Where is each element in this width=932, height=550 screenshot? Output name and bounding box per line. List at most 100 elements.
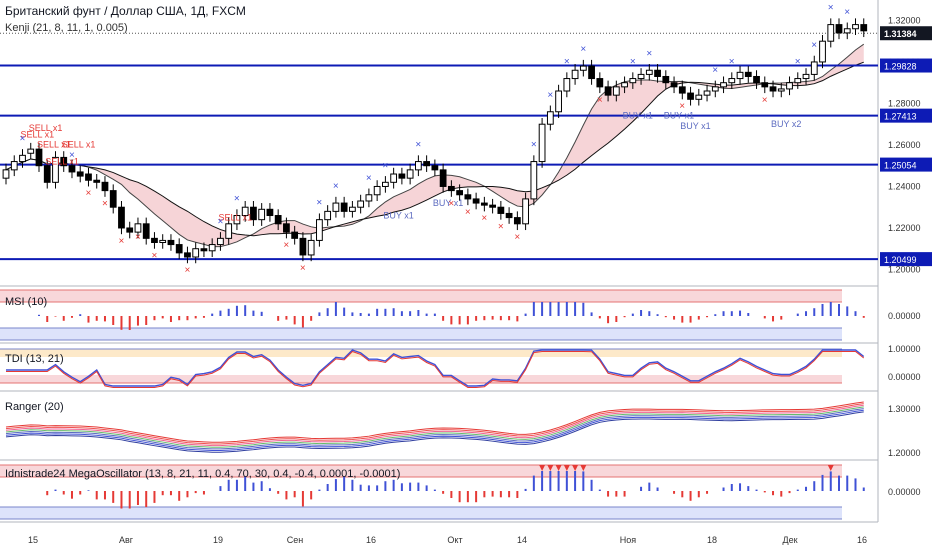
candle-body [27, 148, 35, 154]
buy-cross-marker: × [564, 57, 570, 68]
candle-body [629, 78, 637, 84]
candle-body [761, 82, 769, 88]
mega-sell-triangle [555, 465, 562, 471]
signal-label: BUY x1 [383, 210, 413, 220]
candle-body [151, 237, 158, 243]
buy-cross-marker: × [382, 160, 388, 171]
signal-label: SELL x1 [29, 123, 63, 133]
x-tick-label: 18 [707, 535, 717, 545]
ranger-line [5, 408, 864, 450]
sell-cross-marker: × [135, 232, 141, 243]
candle-body [819, 40, 826, 63]
mega-panel-label: Idnistrade24 MegaOscillator (13, 8, 21, … [5, 468, 401, 480]
candle-body [571, 69, 579, 80]
sell-cross-marker: × [679, 101, 685, 112]
candle-body [349, 206, 356, 212]
sell-cross-marker: × [498, 221, 504, 232]
x-tick-label: Дек [782, 535, 797, 545]
ranger-line [5, 406, 864, 448]
candle-body [464, 194, 472, 200]
sell-cross-marker: × [118, 236, 124, 247]
msi-lower-band [0, 328, 842, 340]
candle-body [423, 161, 431, 167]
x-tick-label: Сен [287, 535, 304, 545]
ranger-line [5, 404, 864, 447]
y-tick-label: 1.32000 [888, 15, 921, 25]
buy-cross-marker: × [19, 133, 25, 144]
candle-body [546, 111, 554, 125]
candle-body [200, 248, 208, 252]
msi-upper-band [0, 290, 842, 302]
tdi-upper-band [0, 349, 842, 357]
candle-body [134, 223, 142, 233]
candle-body [645, 69, 653, 75]
candle-body [480, 202, 488, 206]
ranger-tick: 1.20000 [888, 448, 921, 458]
candle-body [447, 185, 455, 192]
sell-cross-marker: × [85, 188, 91, 199]
candle-body [456, 190, 464, 196]
candle-body [250, 206, 257, 221]
x-tick-label: 14 [517, 535, 527, 545]
signal-label: SELL x1 [218, 212, 252, 222]
candle-body [555, 90, 562, 113]
candle-body [604, 86, 612, 96]
candle-body [60, 156, 68, 167]
price-level-badge [880, 58, 932, 73]
candle-body [810, 61, 818, 75]
candle-body [142, 223, 150, 239]
candle-body [365, 194, 373, 202]
candle-body [736, 71, 744, 80]
buy-cross-marker: × [415, 140, 421, 151]
candle-body [266, 208, 274, 217]
candle-body [860, 24, 868, 32]
candle-body [431, 165, 439, 171]
y-tick-label: 1.20000 [888, 264, 921, 274]
sell-cross-marker: × [283, 240, 289, 251]
chart-title: Британский фунт / Доллар США, 1Д, FXCM [5, 4, 246, 18]
sell-cross-marker: × [184, 265, 190, 276]
sell-cross-marker: × [151, 250, 157, 261]
mega-upper-band [0, 465, 842, 477]
buy-cross-marker: × [234, 194, 240, 205]
candle-body [324, 210, 332, 221]
candle-body [612, 86, 620, 96]
y-tick-label: 1.24000 [888, 181, 921, 191]
candle-body [662, 75, 670, 84]
candle-body [85, 173, 92, 181]
candle-body [19, 154, 26, 163]
price-level-label: 1.20499 [884, 255, 917, 265]
ranger-panel-label: Ranger (20) [5, 401, 64, 413]
candle-body [711, 86, 719, 92]
buy-cross-marker: × [547, 90, 553, 101]
buy-cross-marker: × [844, 7, 850, 18]
candle-body [687, 92, 694, 100]
candle-body [794, 78, 802, 84]
buy-cross-marker: × [811, 40, 817, 51]
buy-cross-marker: × [531, 140, 537, 151]
candle-body [291, 231, 299, 239]
candle-body [538, 123, 546, 163]
signal-label: BUY x1 [433, 198, 463, 208]
candle-body [340, 202, 348, 212]
candle-body [2, 169, 10, 179]
sell-cross-marker: × [300, 263, 306, 274]
buy-cross-marker: × [217, 216, 223, 227]
ranger-line [5, 411, 864, 453]
ranger-line [5, 409, 864, 452]
candle-body [316, 219, 323, 241]
price-level-badge [880, 108, 932, 123]
candle-body [109, 190, 117, 208]
candle-body [786, 82, 793, 90]
y-tick-label: 1.22000 [888, 223, 921, 233]
candle-body [439, 169, 447, 187]
candle-body [579, 65, 587, 71]
tdi-line [6, 349, 865, 387]
candle-body [852, 24, 859, 30]
mega-sell-triangle [580, 465, 587, 471]
candle-body [68, 165, 76, 173]
candle-body [744, 71, 752, 77]
kenji-cloud [6, 44, 864, 247]
candle-body [184, 252, 191, 258]
